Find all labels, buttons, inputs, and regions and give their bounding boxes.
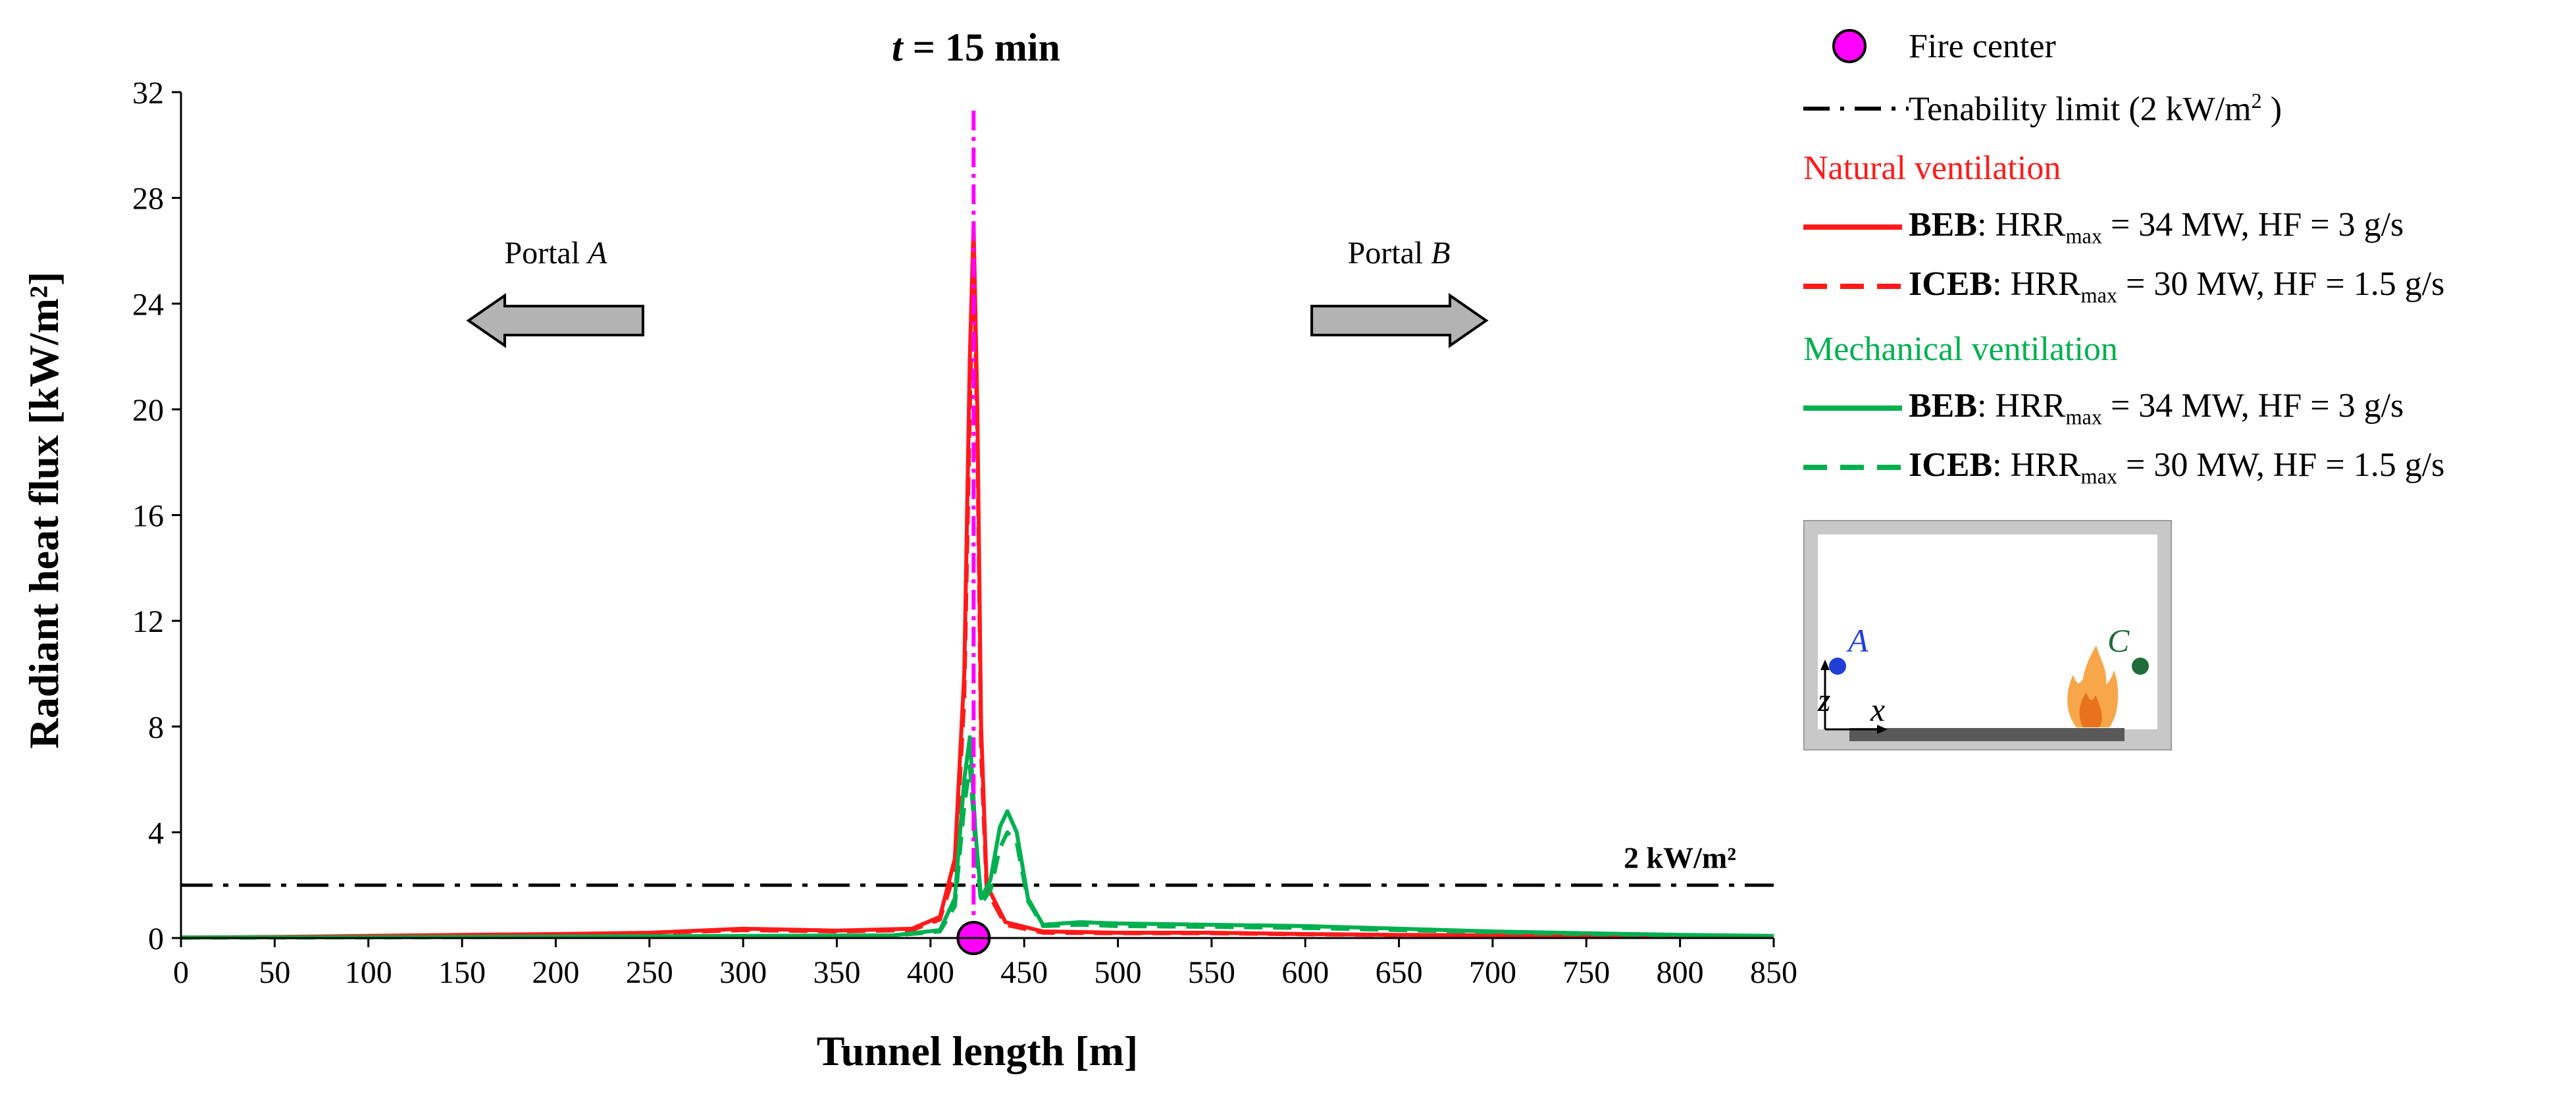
x-tick-label: 100 [345,955,392,990]
legend-natural-beb-label: BEB: HRRmax = 34 MW, HF = 3 g/s [1909,206,2404,248]
y-tick-label: 8 [148,710,164,745]
legend-natural-beb: BEB: HRRmax = 34 MW, HF = 3 g/s [1803,201,2404,253]
portal-label-a: Portal A [504,236,607,271]
red-dashed-line-icon [1803,284,1902,289]
y-tick-label: 28 [132,182,164,217]
x-axis-label: Tunnel length [m] [817,1028,1138,1074]
x-tick-label: 50 [259,955,290,990]
red-solid-line-icon [1803,224,1902,230]
green-solid-line-icon [1803,405,1902,411]
dash-dot-line-icon [1803,107,1909,111]
y-tick-label: 0 [148,922,164,956]
legend-mechanical-iceb: ICEB: HRRmax = 30 MW, HF = 1.5 g/s [1803,441,2444,494]
x-tick-label: 850 [1750,955,1797,990]
x-tick-label: 700 [1469,955,1516,990]
x-tick-label: 800 [1657,955,1704,990]
y-tick-label: 4 [148,816,164,850]
axes: 0 4 8 12 16 20 24 28 32 0 50 100 150 200 250 300 350 400 4… [132,76,1797,990]
y-tick-label: 16 [132,499,164,534]
point-a-label: A [1846,622,1868,659]
point-c-label: C [2107,622,2130,659]
portal-arrows: Portal A Portal B [466,236,1489,348]
portal-arrow-right-icon [1310,293,1489,348]
y-tick-label: 12 [132,604,164,639]
series-layer [180,222,1774,940]
legend-tenability: Tenability limit (2 kW/m2 ) [1803,82,2282,135]
x-tick-label: 350 [813,955,860,990]
y-tick-label: 24 [132,287,164,322]
legend-natural-heading: Natural ventilation [1803,149,2061,187]
x-tick-label: 200 [532,955,579,990]
x-tick-label: 450 [1000,955,1048,990]
fire-center-marker-icon [1832,29,1867,63]
y-tick-label: 32 [132,76,164,111]
green-dashed-line-icon [1803,465,1902,470]
legend-tenability-label: Tenability limit (2 kW/m2 ) [1909,88,2282,128]
road-surface [1849,728,2125,741]
fire-icon [2067,645,2119,727]
x-tick-label: 550 [1188,955,1235,990]
z-axis-label: z [1817,681,1830,718]
x-tick-label: 650 [1376,955,1423,990]
legend-fire-center-label: Fire center [1909,27,2056,65]
axis-arrows-icon [1820,660,1888,734]
legend-mechanical-heading: Mechanical ventilation [1803,330,2118,368]
x-tick-label: 400 [907,955,954,990]
x-tick-label: 0 [173,955,189,990]
x-tick-label: 250 [626,955,673,990]
chart: t = 15 min 2 kW/m² 0 4 8 12 16 20 24 28 32 0 50 100… [20,26,1797,1074]
chart-title: t = 15 min [892,26,1060,69]
legend-mechanical-beb-label: BEB: HRRmax = 34 MW, HF = 3 g/s [1909,387,2404,429]
portal-label-b: Portal B [1348,236,1451,271]
x-axis-inset-label: x [1870,691,1885,728]
legend-fire-center: Fire center [1803,20,2056,72]
y-axis-label: Radiant heat flux [kW/m²] [20,272,67,749]
point-a-marker [1829,658,1846,675]
legend-mechanical-iceb-label: ICEB: HRRmax = 30 MW, HF = 1.5 g/s [1909,446,2445,488]
x-tick-label: 300 [719,955,767,990]
series-line-3 [180,735,1774,940]
x-tick-label: 600 [1281,955,1329,990]
point-c-marker [2132,658,2149,675]
x-tick-label: 150 [438,955,486,990]
portal-arrow-left-icon [466,293,644,348]
y-tick-label: 20 [132,393,164,428]
x-tick-label: 750 [1562,955,1610,990]
legend-mechanical-beb: BEB: HRRmax = 34 MW, HF = 3 g/s [1803,382,2404,434]
series-line-4 [180,764,1774,940]
tenability-limit-label: 2 kW/m² [1624,841,1736,875]
tunnel-cross-section-diagram: A C z x [1803,520,2172,750]
x-tick-label: 500 [1095,955,1142,990]
legend-natural-iceb-label: ICEB: HRRmax = 30 MW, HF = 1.5 g/s [1909,265,2445,307]
legend-natural-iceb: ICEB: HRRmax = 30 MW, HF = 1.5 g/s [1803,260,2444,313]
